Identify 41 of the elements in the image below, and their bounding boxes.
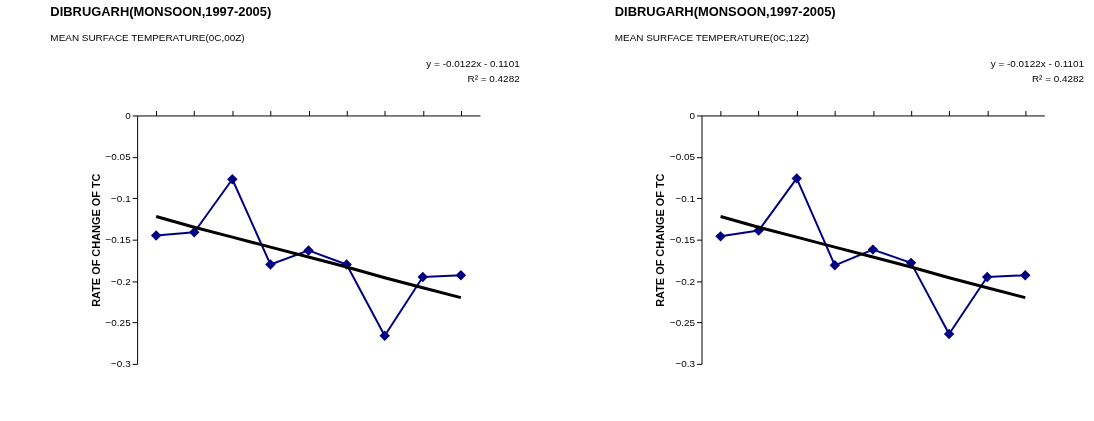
text: y = -0.0122x - 0.1101: [990, 57, 1085, 69]
y-tick-label: −0.25: [105, 316, 132, 328]
point: [1020, 270, 1031, 281]
point: [943, 328, 955, 340]
y-tick-label: −0.3: [111, 358, 132, 370]
text: R² = 0.4282: [1031, 72, 1085, 84]
y-tick-label: −0.05: [669, 151, 696, 163]
y-tick-label: −0.3: [675, 358, 696, 370]
y-tick-label: −0.1: [111, 192, 132, 204]
point: [227, 174, 238, 185]
y-axis-title: RATE OF CHANGE OF TC: [653, 173, 666, 307]
point: [265, 259, 276, 270]
y-tick-label: 0: [689, 109, 696, 121]
point: [981, 271, 993, 283]
point: [715, 231, 726, 242]
y-tick-label: −0.15: [105, 234, 132, 246]
point: [829, 260, 841, 271]
chart-subtitle: MEAN SURFACE TEMPERATURE(0C,12Z): [614, 31, 810, 43]
line-series: [719, 214, 1027, 300]
point: [417, 271, 429, 283]
point: [150, 230, 162, 241]
point: [379, 330, 390, 341]
y-tick-label: −0.15: [669, 234, 696, 246]
chart-subtitle: MEAN SURFACE TEMPERATURE(0C,00Z): [50, 31, 245, 43]
point: [303, 245, 314, 256]
text: R² = 0.4282: [467, 72, 521, 84]
text: y = -0.0122x - 0.1101: [426, 57, 521, 69]
y-tick-label: −0.2: [111, 275, 132, 287]
y-tick-label: −0.1: [675, 192, 696, 204]
y-axis-title: RATE OF CHANGE OF TC: [89, 173, 102, 307]
y-tick-label: 0: [125, 109, 132, 121]
y-tick-label: −0.25: [669, 316, 696, 328]
chart-title: DIBRUGARH(MONSOON,1997-2005): [50, 4, 272, 20]
point: [791, 173, 802, 184]
point: [189, 227, 200, 238]
point: [867, 244, 879, 255]
y-tick-label: −0.05: [105, 151, 132, 163]
line-series: [154, 214, 463, 300]
point: [455, 270, 467, 281]
chart-title: DIBRUGARH(MONSOON,1997-2005): [614, 4, 836, 20]
y-tick-label: −0.2: [675, 275, 696, 287]
